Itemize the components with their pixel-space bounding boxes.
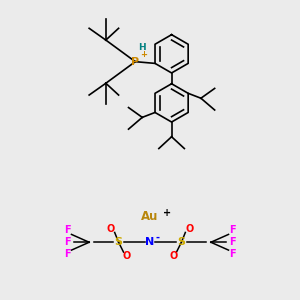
Text: F: F xyxy=(229,237,236,247)
Text: Au: Au xyxy=(141,210,159,223)
Text: +: + xyxy=(163,208,171,218)
Text: O: O xyxy=(185,224,194,233)
Text: F: F xyxy=(229,249,236,259)
Text: F: F xyxy=(64,237,71,247)
Text: S: S xyxy=(115,237,123,247)
Text: O: O xyxy=(106,224,115,233)
Text: F: F xyxy=(229,226,236,236)
Text: -: - xyxy=(156,232,160,242)
Text: F: F xyxy=(64,226,71,236)
Text: S: S xyxy=(177,237,185,247)
Text: +: + xyxy=(141,50,148,59)
Text: H: H xyxy=(138,44,146,52)
Text: P: P xyxy=(131,57,139,67)
Text: N: N xyxy=(146,237,154,247)
Text: F: F xyxy=(64,249,71,259)
Text: O: O xyxy=(122,251,130,261)
Text: O: O xyxy=(169,251,178,261)
